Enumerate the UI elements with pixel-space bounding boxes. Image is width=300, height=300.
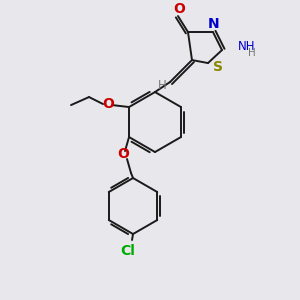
Text: S: S [213,60,223,74]
Text: O: O [102,97,114,111]
Text: NH: NH [238,40,256,52]
Text: O: O [173,2,185,16]
Text: H: H [248,48,256,58]
Text: Cl: Cl [121,244,136,258]
Text: N: N [208,17,220,31]
Text: O: O [117,147,129,161]
Text: H: H [158,79,166,92]
